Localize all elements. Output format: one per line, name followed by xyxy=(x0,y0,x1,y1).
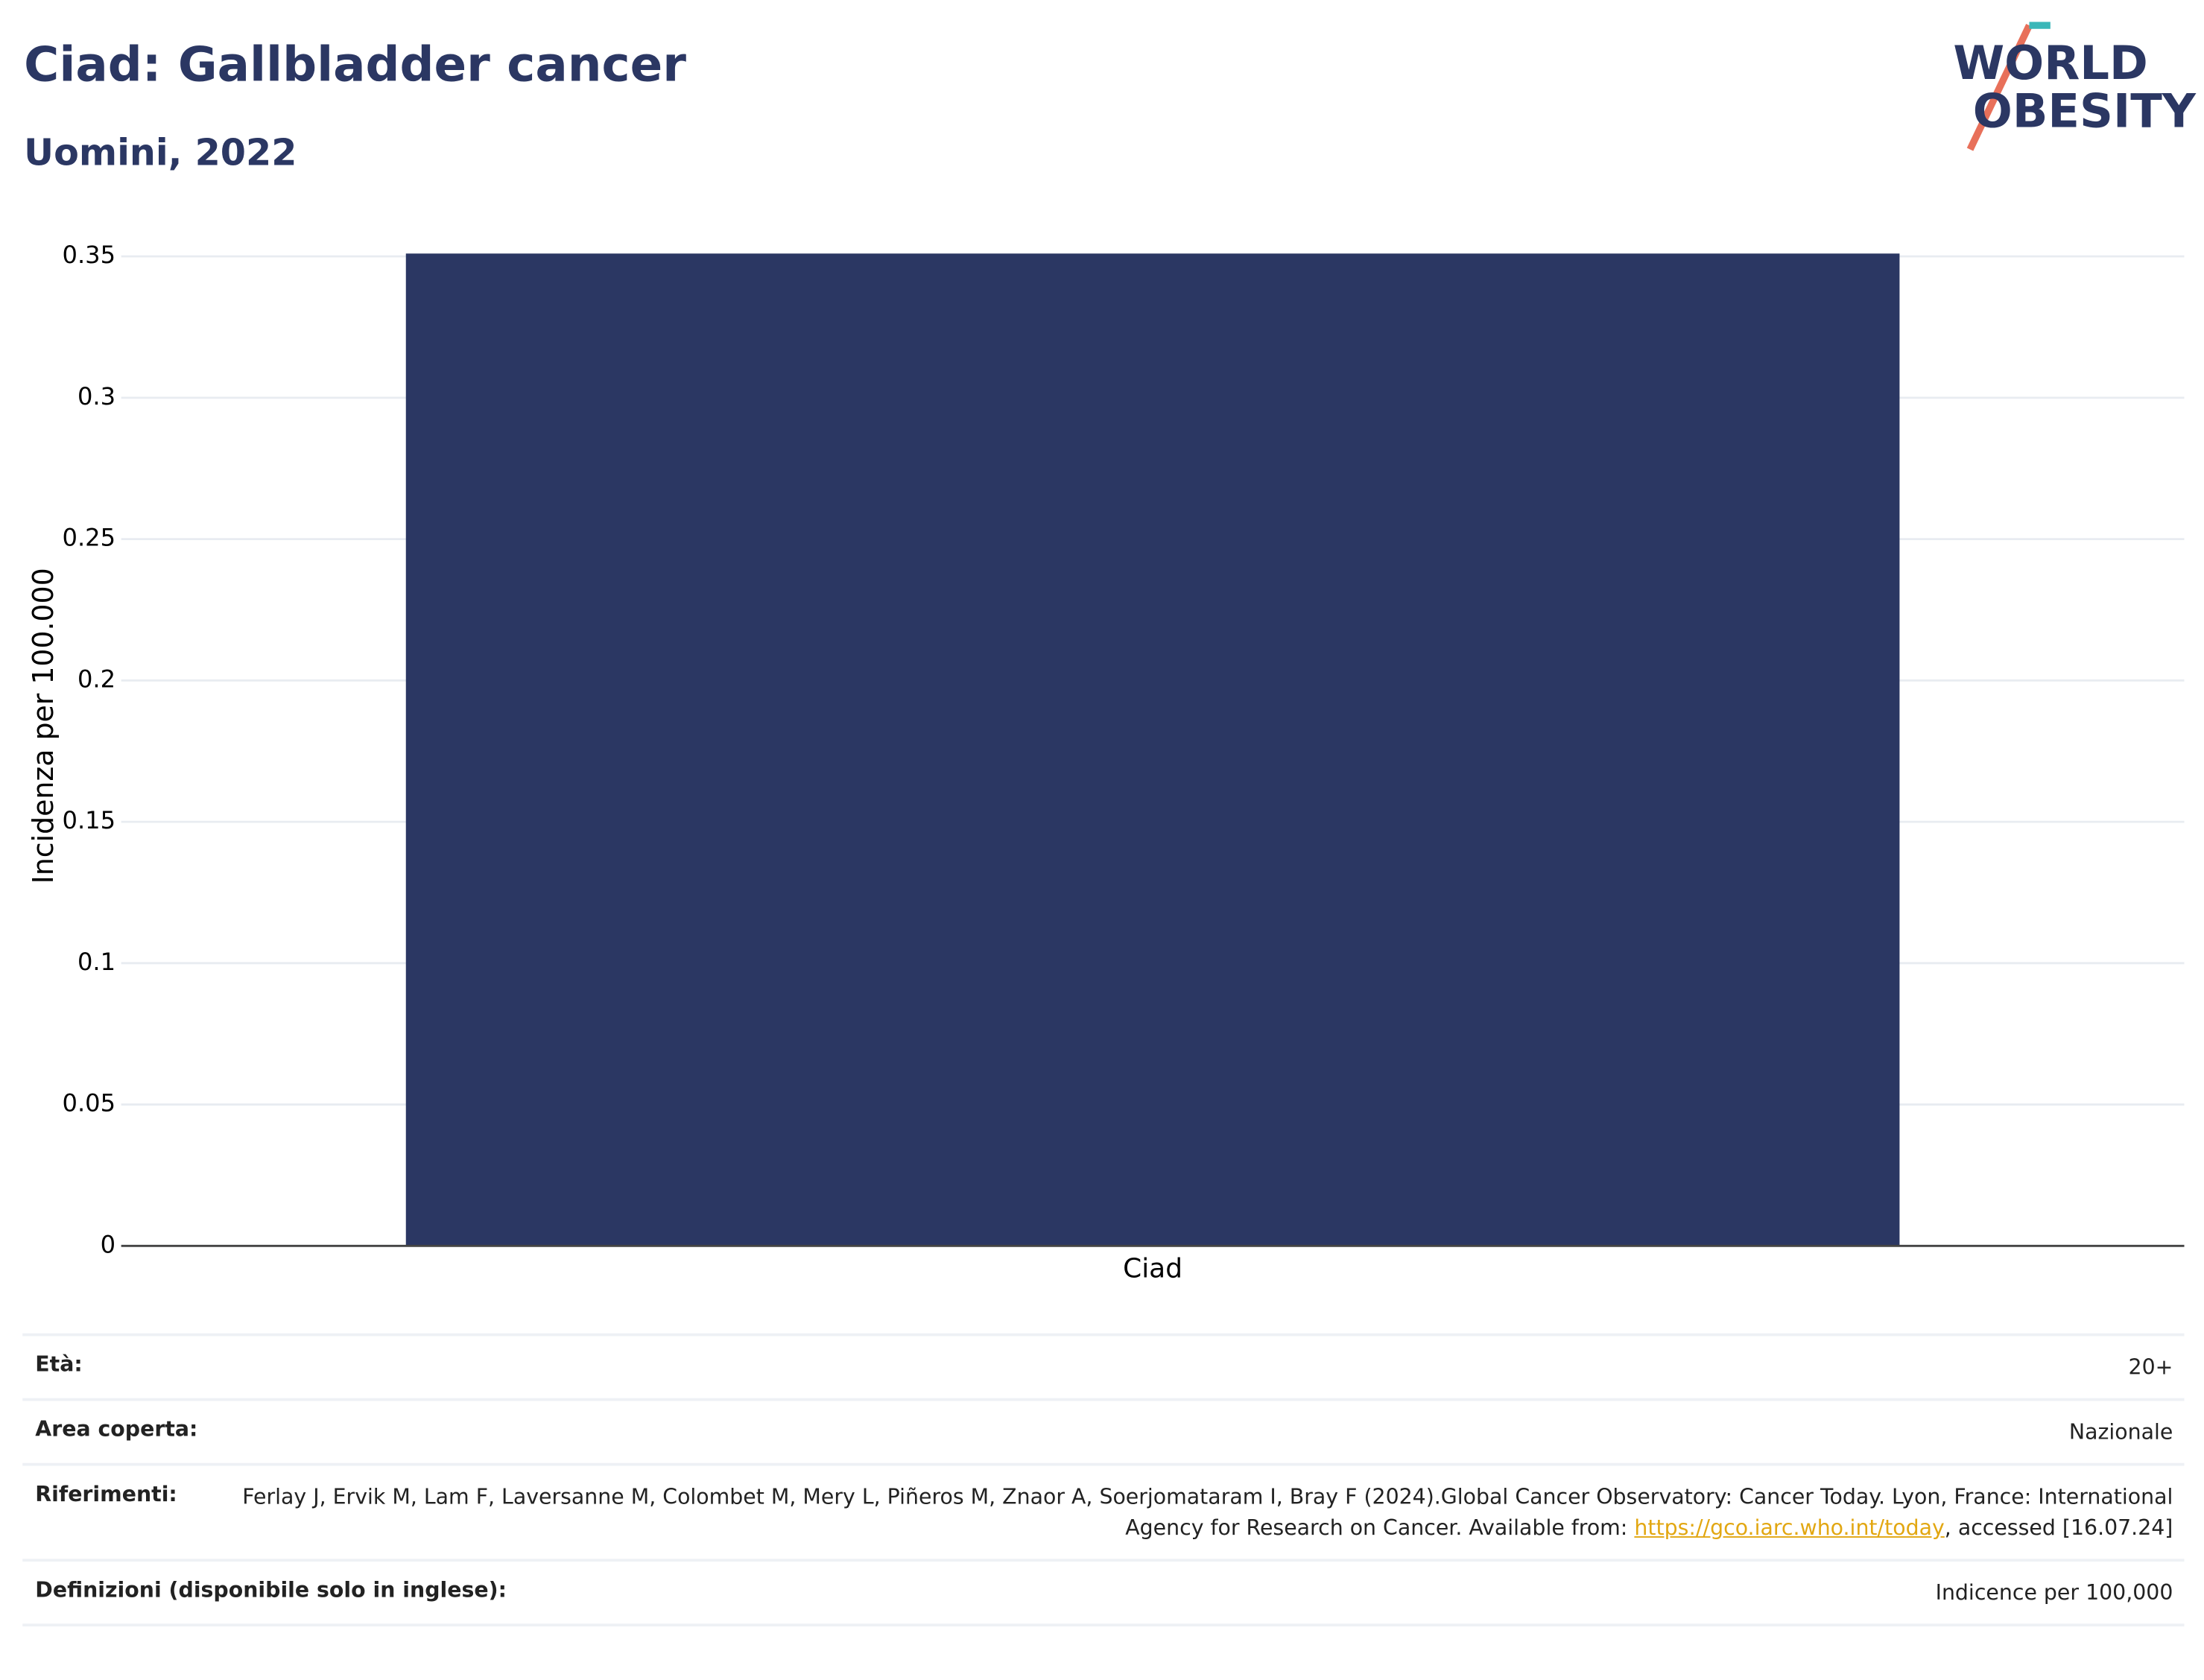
logo-line2: OBESITY xyxy=(1973,83,2197,138)
info-label: Riferimenti: xyxy=(35,1481,177,1507)
info-row: Riferimenti: Ferlay J, Ervik M, Lam F, La… xyxy=(22,1462,2185,1559)
info-value: Indicence per 100,000 xyxy=(1936,1577,2173,1608)
logo-line1: WORLD xyxy=(1953,36,2147,90)
reference-link[interactable]: https://gco.iarc.who.int/today xyxy=(1634,1515,1945,1541)
y-axis-label: Incidenza per 100.000 xyxy=(27,568,60,884)
info-value: 20+ xyxy=(2129,1351,2173,1383)
y-tick-label: 0.15 xyxy=(63,806,116,834)
chart-subtitle: Uomini, 2022 xyxy=(24,131,297,174)
y-tick-label: 0.2 xyxy=(77,665,115,693)
y-tick-label: 0.35 xyxy=(63,241,116,269)
chart-title: Ciad: Gallbladder cancer xyxy=(24,37,686,92)
y-tick-label: 0.05 xyxy=(63,1089,116,1118)
y-tick-label: 0.3 xyxy=(77,382,115,411)
info-value: Nazionale xyxy=(2069,1416,2173,1448)
bar xyxy=(405,253,1900,1246)
info-label: Età: xyxy=(35,1351,83,1378)
info-text: Indicence per 100,000 xyxy=(1935,1579,2173,1605)
info-row: Area coperta: Nazionale xyxy=(22,1398,2185,1463)
info-row: Definizioni (disponibile solo in inglese… xyxy=(22,1559,2185,1627)
y-tick-label: 0.25 xyxy=(63,524,116,552)
info-text: Nazionale xyxy=(2068,1419,2173,1445)
y-tick-label: 0 xyxy=(101,1230,115,1258)
info-table: Età: 20+ Area coperta: Nazionale Riferimenti… xyxy=(22,1333,2185,1627)
y-tick-label: 0.1 xyxy=(77,948,115,976)
x-tick-label: Ciad xyxy=(1123,1254,1182,1284)
info-text: 20+ xyxy=(2128,1354,2173,1381)
info-text-after: , accessed [16.07.24] xyxy=(1944,1515,2173,1541)
info-row: Età: 20+ xyxy=(22,1333,2185,1398)
info-value: Ferlay J, Ervik M, Lam F, Laversanne M, … xyxy=(233,1481,2173,1543)
info-label: Area coperta: xyxy=(35,1416,198,1442)
info-label: Definizioni (disponibile solo in inglese… xyxy=(35,1576,507,1603)
logo-slash xyxy=(1966,24,2033,151)
chart: Ciad: Gallbladder cancer Uomini, 2022 WO… xyxy=(24,22,2197,1284)
info-text: Ferlay J, Ervik M, Lam F, Laversanne M, … xyxy=(242,1484,2173,1541)
